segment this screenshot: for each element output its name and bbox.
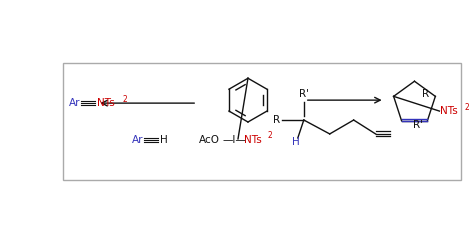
Text: R: R (273, 115, 280, 125)
Text: NTs: NTs (98, 98, 115, 108)
Text: R': R' (413, 120, 423, 130)
Text: NTs: NTs (440, 106, 458, 116)
Text: R': R' (299, 89, 309, 99)
Text: 2: 2 (465, 103, 469, 112)
Text: Ar: Ar (69, 98, 81, 108)
Text: H: H (292, 137, 300, 147)
Text: 2: 2 (122, 95, 127, 104)
Text: AcO: AcO (199, 135, 220, 145)
Text: NTs: NTs (244, 135, 262, 145)
Text: —I—: —I— (222, 135, 246, 145)
FancyBboxPatch shape (63, 63, 461, 180)
Text: H: H (160, 135, 168, 145)
Text: 2: 2 (268, 131, 273, 140)
Text: R: R (422, 89, 429, 99)
Text: Ar: Ar (132, 135, 143, 145)
